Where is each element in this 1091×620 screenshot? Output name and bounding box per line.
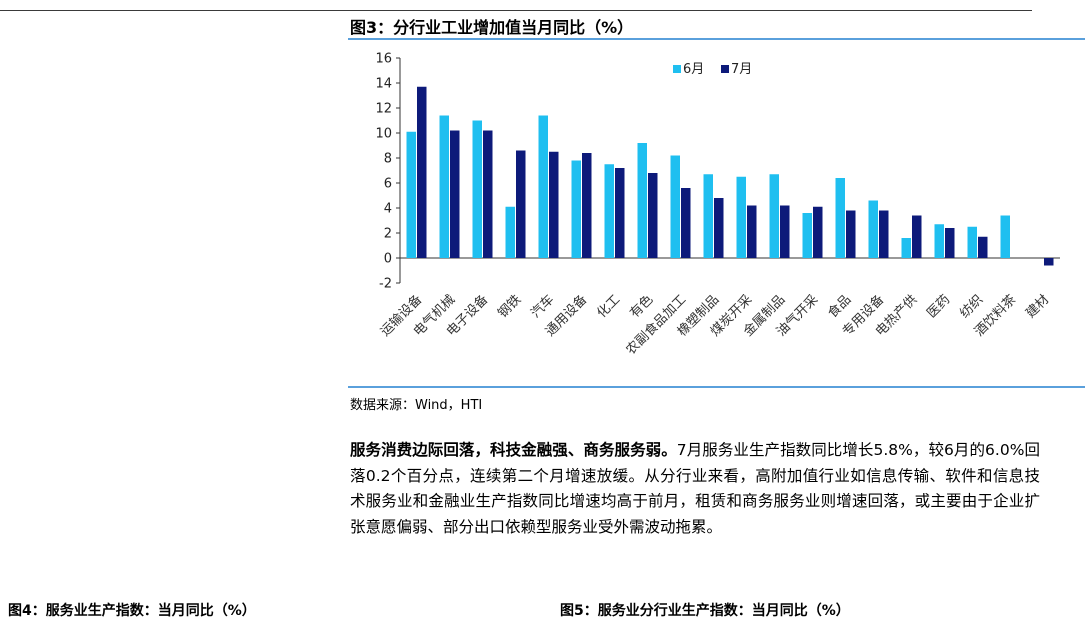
bar bbox=[615, 168, 625, 258]
x-tick-label: 食品 bbox=[825, 292, 855, 322]
bar bbox=[902, 238, 912, 258]
body-paragraph: 服务消费边际回落，科技金融强、商务服务弱。7月服务业生产指数同比增长5.8%，较… bbox=[350, 438, 1040, 540]
y-tick-label: 6 bbox=[384, 177, 392, 192]
bar bbox=[747, 206, 757, 259]
bar bbox=[935, 224, 945, 258]
bar bbox=[714, 198, 724, 258]
top-rule bbox=[0, 10, 1032, 11]
legend-swatch bbox=[721, 65, 729, 73]
bar bbox=[572, 161, 582, 259]
y-tick-label: 12 bbox=[375, 102, 392, 117]
bar bbox=[879, 211, 889, 259]
bar bbox=[506, 207, 516, 258]
x-tick-label: 汽车 bbox=[528, 292, 558, 322]
bar bbox=[539, 116, 549, 259]
y-tick-label: 14 bbox=[375, 77, 392, 92]
y-tick-label: 10 bbox=[375, 127, 392, 142]
y-tick-label: 8 bbox=[384, 152, 392, 167]
paragraph-lead: 服务消费边际回落，科技金融强、商务服务弱。 bbox=[350, 441, 677, 459]
y-tick-label: 4 bbox=[384, 202, 392, 217]
bar bbox=[780, 206, 790, 259]
bar bbox=[549, 152, 559, 258]
x-tick-label: 化工 bbox=[594, 292, 623, 321]
bar bbox=[704, 174, 714, 258]
bar bbox=[737, 177, 747, 258]
industry-bar-chart: 1614121086420-2运输设备电气机械电子设备钢铁汽车通用设备化工有色农… bbox=[348, 40, 1085, 386]
bar bbox=[450, 131, 460, 259]
bar bbox=[978, 237, 988, 258]
figure-title: 图3：分行业工业增加值当月同比（%） bbox=[350, 14, 633, 38]
bar bbox=[648, 173, 658, 258]
legend-swatch bbox=[673, 65, 681, 73]
bar bbox=[1001, 216, 1011, 259]
bar bbox=[582, 153, 592, 258]
bar bbox=[440, 116, 450, 259]
y-tick-label: 0 bbox=[384, 252, 392, 267]
bar bbox=[869, 201, 879, 259]
bar bbox=[836, 178, 846, 258]
next-figure-caption-right: 图5：服务业分行业生产指数：当月同比（%） bbox=[560, 600, 850, 620]
next-figure-caption-left: 图4：服务业生产指数：当月同比（%） bbox=[8, 600, 256, 620]
bar bbox=[417, 87, 427, 258]
bar bbox=[846, 211, 856, 259]
bar bbox=[516, 151, 526, 259]
y-tick-label: 16 bbox=[375, 52, 392, 67]
bar bbox=[945, 228, 955, 258]
legend-label: 6月 bbox=[683, 62, 704, 77]
bar bbox=[638, 143, 648, 258]
y-tick-label: -2 bbox=[379, 277, 392, 292]
legend-label: 7月 bbox=[731, 62, 752, 77]
x-tick-label: 医药 bbox=[924, 292, 953, 321]
bar bbox=[473, 121, 483, 259]
bar bbox=[483, 131, 493, 259]
x-tick-label: 钢铁 bbox=[495, 292, 524, 321]
y-tick-label: 2 bbox=[384, 227, 392, 242]
bottom-rule bbox=[348, 386, 1085, 388]
x-tick-label: 有色 bbox=[627, 292, 657, 322]
data-source: 数据来源：Wind，HTI bbox=[350, 394, 482, 413]
x-tick-label: 建材 bbox=[1023, 292, 1052, 321]
bar bbox=[813, 207, 823, 258]
bar bbox=[407, 132, 417, 258]
bar bbox=[803, 213, 813, 258]
bar bbox=[968, 227, 978, 258]
bar bbox=[912, 216, 922, 259]
bar bbox=[770, 174, 780, 258]
bar bbox=[671, 156, 681, 259]
x-tick-label: 纺织 bbox=[957, 292, 986, 321]
bar bbox=[605, 164, 615, 258]
bar bbox=[1044, 258, 1054, 266]
bar bbox=[681, 188, 691, 258]
